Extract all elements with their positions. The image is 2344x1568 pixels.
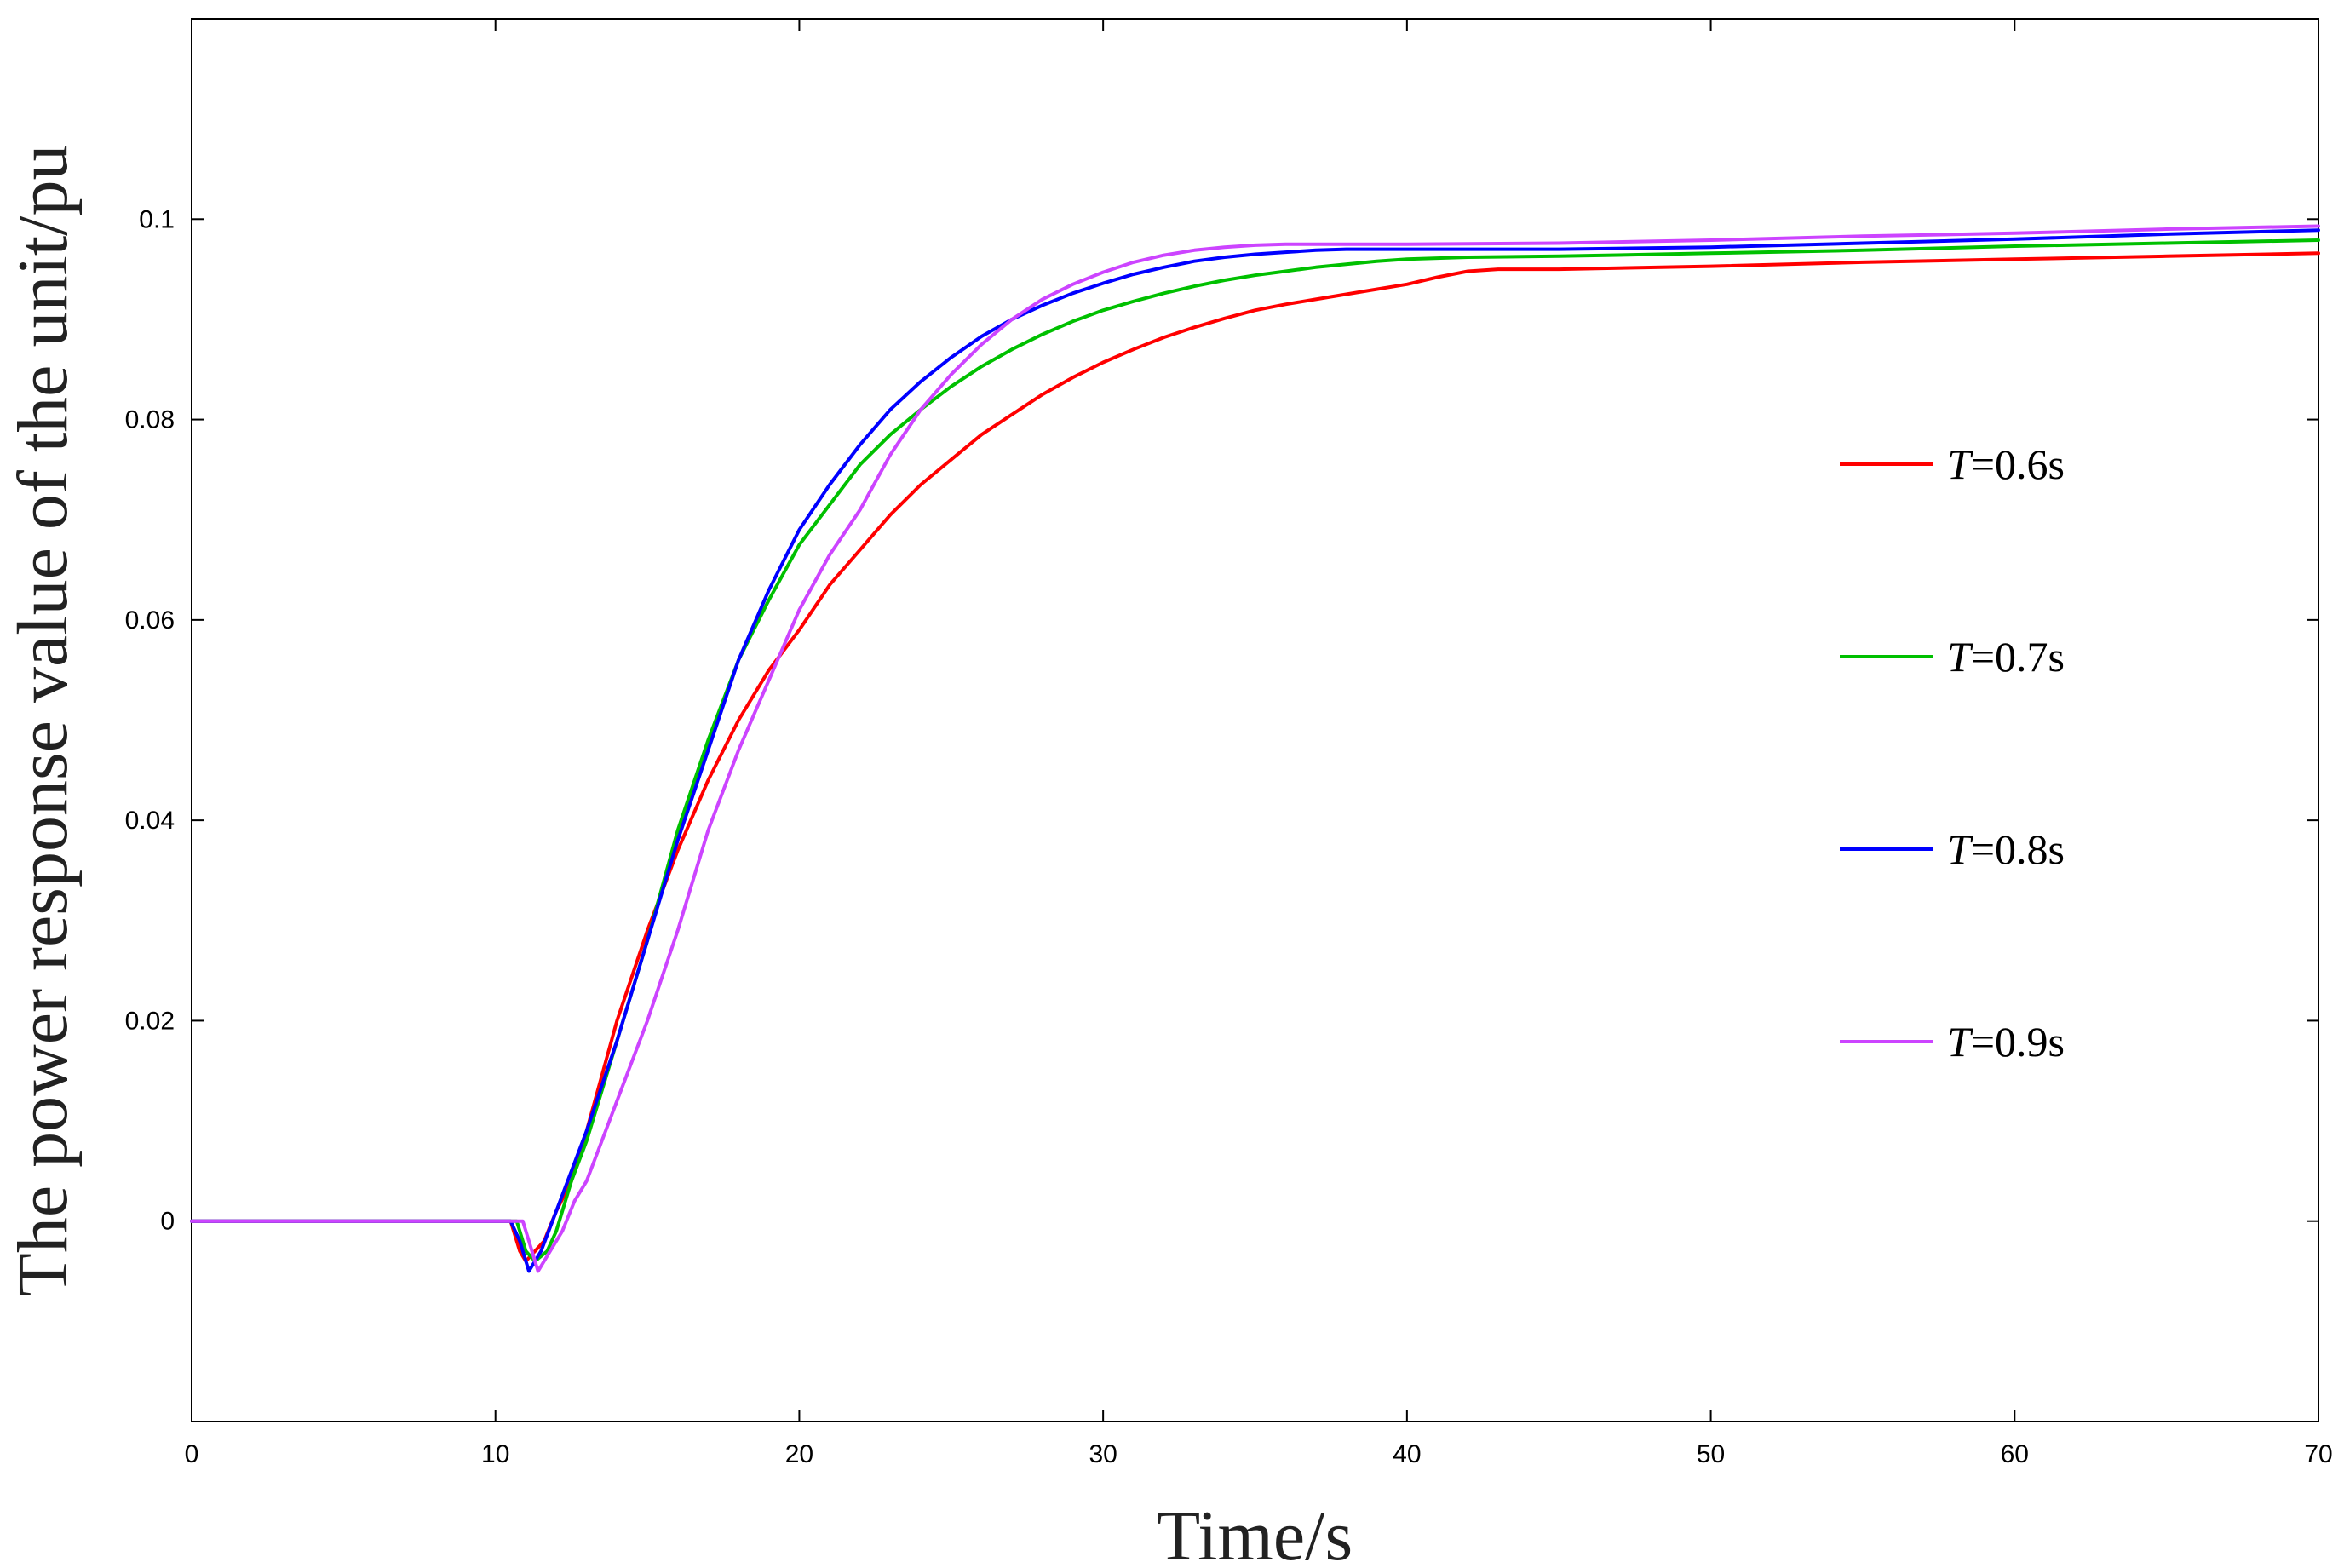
legend: T=0.6s T=0.7s T=0.8s T=0.9s: [1840, 440, 2065, 1065]
y-tick-label: 0.02: [125, 1007, 175, 1035]
x-tick-label: 70: [2304, 1440, 2332, 1468]
y-tick-label: 0.06: [125, 606, 175, 635]
y-tick-label: 0.04: [125, 807, 175, 835]
series-line-1: [190, 251, 2320, 1263]
legend-label: T=0.9s: [1947, 1018, 2065, 1065]
x-tick-label: 0: [185, 1440, 199, 1468]
legend-label: T=0.6s: [1947, 440, 2065, 488]
x-tick-label: 10: [481, 1440, 509, 1468]
x-axis-label: Time/s: [1157, 1496, 1353, 1568]
x-axis-ticks: 0 10 20 30 40 50 60 70: [185, 19, 2333, 1468]
plot-frame: [191, 18, 2319, 1422]
y-axis-label: The power response value of the unit/pu: [3, 145, 83, 1297]
legend-label: T=0.7s: [1947, 633, 2065, 681]
y-axis-ticks: 0 0.02 0.04 0.06 0.08 0.1: [125, 205, 2318, 1236]
x-tick-label: 60: [2001, 1440, 2029, 1468]
legend-label: T=0.8s: [1947, 825, 2065, 873]
y-tick-label: 0.1: [139, 205, 175, 233]
y-tick-label: 0.08: [125, 406, 175, 434]
x-tick-label: 20: [785, 1440, 813, 1468]
x-tick-label: 30: [1089, 1440, 1117, 1468]
series-lines: [190, 224, 2320, 1273]
y-tick-label: 0: [160, 1208, 175, 1236]
x-tick-label: 40: [1393, 1440, 1421, 1468]
series-line-4: [190, 224, 2320, 1273]
x-tick-label: 50: [1697, 1440, 1725, 1468]
series-line-2: [190, 238, 2320, 1263]
series-line-3: [190, 228, 2320, 1273]
